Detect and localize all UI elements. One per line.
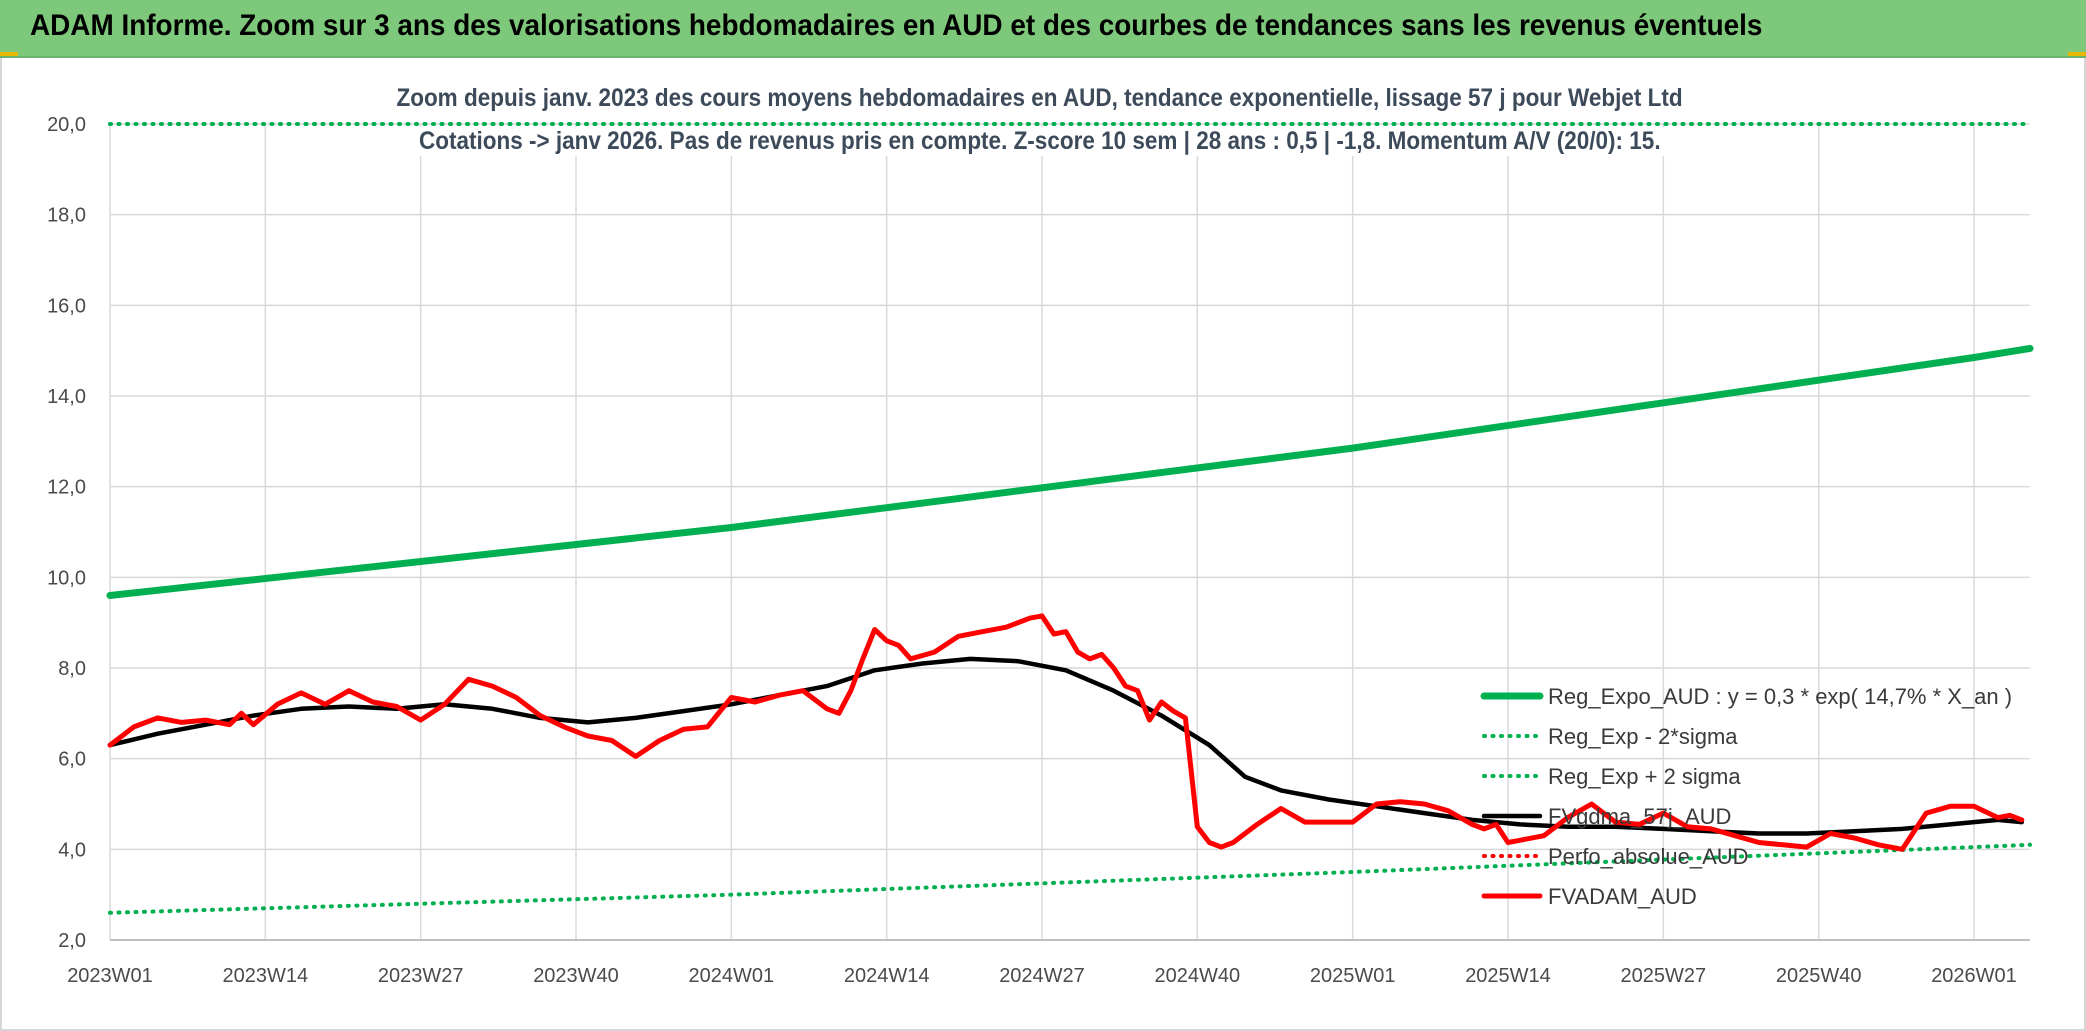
y-tick-label: 12,0 [47,477,86,499]
series-line-1 [108,842,2032,915]
x-tick-label: 2024W40 [1155,965,1241,987]
x-tick-label: 2025W01 [1310,965,1396,987]
chart-title: Zoom depuis janv. 2023 des cours moyens … [180,84,1900,113]
legend-label: Reg_Exp - 2*sigma [1548,724,1738,749]
x-tick-label: 2025W27 [1621,965,1707,987]
x-tick-label: 2024W27 [999,965,1085,987]
x-tick-label: 2025W14 [1465,965,1551,987]
legend-label: Perfo_absolue_AUD [1548,844,1749,869]
series-line-5 [107,613,2025,852]
legend-label: Reg_Expo_AUD : y = 0,3 * exp( 14,7% * X_… [1548,684,2012,709]
legend-label: Reg_Exp + 2 sigma [1548,764,1741,789]
y-tick-label: 8,0 [58,658,86,680]
y-tick-label: 18,0 [47,205,86,227]
x-tick-label: 2024W01 [689,965,775,987]
legend-label: FVADAM_AUD [1548,884,1697,909]
x-tick-label: 2023W01 [67,965,153,987]
banner-corner-mark-left [0,52,18,56]
y-tick-label: 20,0 [47,114,86,136]
y-tick-label: 10,0 [47,567,86,589]
x-tick-label: 2024W14 [844,965,930,987]
banner-corner-mark-right [2068,52,2086,56]
title-banner: ADAM Informe. Zoom sur 3 ans des valoris… [0,0,2086,58]
y-tick-label: 6,0 [58,749,86,771]
report-title: ADAM Informe. Zoom sur 3 ans des valoris… [30,9,1763,42]
x-tick-label: 2025W40 [1776,965,1862,987]
x-tick-label: 2023W27 [378,965,464,987]
y-tick-label: 16,0 [47,295,86,317]
x-tick-label: 2023W14 [223,965,309,987]
legend-label: FVgdma_57j_AUD [1548,804,1731,829]
series-line-0 [106,344,2034,599]
y-tick-label: 2,0 [58,930,86,952]
y-tick-label: 14,0 [47,386,86,408]
chart-subtitle: Cotations -> janv 2026. Pas de revenus p… [180,127,1900,156]
y-tick-label: 4,0 [58,839,86,861]
x-tick-label: 2023W40 [533,965,619,987]
x-tick-label: 2026W01 [1931,965,2017,987]
